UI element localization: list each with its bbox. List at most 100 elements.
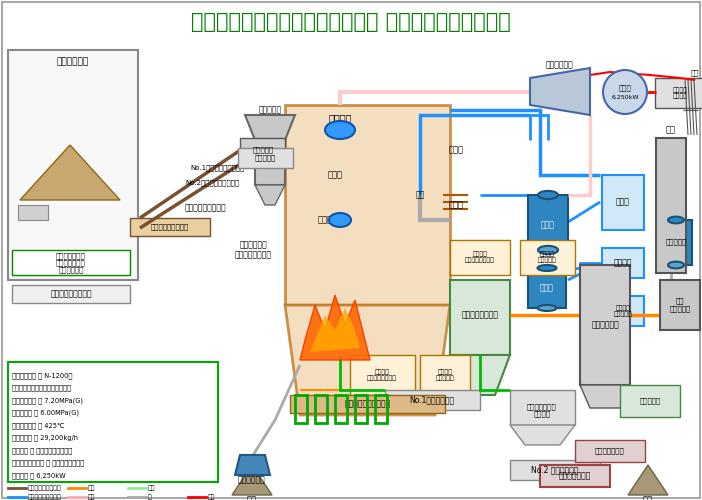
Text: 原水タンク: 原水タンク <box>665 238 687 246</box>
Text: 蒸気タービン: 蒸気タービン <box>546 60 574 70</box>
Text: 灰再利用選集機: 灰再利用選集機 <box>595 448 625 454</box>
Text: 蒸気タービン型式 ： 衝動復水タービン: 蒸気タービン型式 ： 衝動復水タービン <box>12 460 84 466</box>
Text: 6,250kW: 6,250kW <box>611 94 639 100</box>
Text: 振動スクリーン
コンベヤ: 振動スクリーン コンベヤ <box>527 403 557 417</box>
FancyBboxPatch shape <box>130 218 210 236</box>
FancyBboxPatch shape <box>12 250 130 275</box>
Text: 脱気器: 脱気器 <box>540 284 554 292</box>
Text: ボイラー: ボイラー <box>329 113 352 123</box>
Text: 灰: 灰 <box>148 494 152 500</box>
Ellipse shape <box>538 191 558 199</box>
Ellipse shape <box>325 121 355 139</box>
Text: 煙突: 煙突 <box>666 126 676 134</box>
Text: 排気
サイレンサ: 排気 サイレンサ <box>670 298 691 312</box>
FancyBboxPatch shape <box>420 355 470 395</box>
Ellipse shape <box>329 213 351 227</box>
FancyBboxPatch shape <box>520 240 575 275</box>
Text: 冷却塔: 冷却塔 <box>616 198 630 206</box>
FancyBboxPatch shape <box>240 138 285 163</box>
FancyBboxPatch shape <box>620 385 680 417</box>
Text: 二次空用
蒸気加温器: 二次空用 蒸気加温器 <box>538 251 557 263</box>
Text: No.2 集灰コンベヤ: No.2 集灰コンベヤ <box>531 466 578 474</box>
Ellipse shape <box>538 265 557 271</box>
FancyBboxPatch shape <box>602 248 644 278</box>
Text: No.2チップ供給コンベヤ: No.2チップ供給コンベヤ <box>185 180 239 186</box>
Text: 主灰コンベヤ: 主灰コンベヤ <box>238 476 266 484</box>
FancyBboxPatch shape <box>8 50 138 280</box>
Polygon shape <box>300 295 370 360</box>
FancyBboxPatch shape <box>656 138 686 273</box>
Ellipse shape <box>538 246 558 254</box>
Polygon shape <box>530 68 590 115</box>
Text: タクマ木質燃料燃焼ボイラー: タクマ木質燃料燃焼ボイラー <box>12 384 72 391</box>
FancyBboxPatch shape <box>602 296 644 326</box>
Polygon shape <box>235 455 270 475</box>
Text: 燃焼室: 燃焼室 <box>317 216 333 224</box>
Text: 灰再利用選集機: 灰再利用選集機 <box>559 472 591 480</box>
Text: 送電: 送電 <box>691 70 699 76</box>
Polygon shape <box>285 305 450 415</box>
Polygon shape <box>628 465 668 495</box>
FancyBboxPatch shape <box>238 148 293 168</box>
Polygon shape <box>245 115 295 140</box>
Polygon shape <box>510 425 575 445</box>
Text: トラベリングストーカ: トラベリングストーカ <box>345 400 390 408</box>
Text: 電気: 電気 <box>208 494 216 500</box>
Text: No.1チップ供給コンベヤ: No.1チップ供給コンベヤ <box>190 164 244 172</box>
Text: マルチサイクロン: マルチサイクロン <box>461 310 498 320</box>
FancyBboxPatch shape <box>540 465 610 487</box>
Text: 蒸気: 蒸気 <box>88 494 95 500</box>
Text: 貯蔵サイロ: 貯蔵サイロ <box>253 146 274 154</box>
Text: 一般材チップ: 一般材チップ <box>58 266 84 274</box>
FancyBboxPatch shape <box>528 268 566 308</box>
Text: ボイラー
給水タンク: ボイラー 給水タンク <box>614 305 633 317</box>
Ellipse shape <box>538 305 557 311</box>
Text: 貯蔵サイロ: 貯蔵サイロ <box>258 106 282 114</box>
FancyBboxPatch shape <box>510 390 575 425</box>
Text: 灰渣: 灰渣 <box>247 496 257 500</box>
FancyBboxPatch shape <box>385 390 480 410</box>
Text: 発電機: 発電機 <box>618 84 631 91</box>
Text: 注水: 注水 <box>416 190 425 200</box>
Text: 実際蒸気量 ： 29,200kg/h: 実際蒸気量 ： 29,200kg/h <box>12 434 78 441</box>
Text: 給水・復水・冷却水: 給水・復水・冷却水 <box>28 494 62 500</box>
Text: チップ供給フィーダ: チップ供給フィーダ <box>151 224 189 230</box>
Text: No.1集灰コンベヤ: No.1集灰コンベヤ <box>409 396 455 404</box>
FancyBboxPatch shape <box>580 265 630 385</box>
Text: 純水装置: 純水装置 <box>614 258 633 268</box>
Ellipse shape <box>668 216 684 224</box>
FancyBboxPatch shape <box>285 105 450 305</box>
Text: ボイラー形式 ： N-1200型: ボイラー形式 ： N-1200型 <box>12 372 72 378</box>
Polygon shape <box>450 355 510 395</box>
Text: 常用蒸気温度 ： 425℃: 常用蒸気温度 ： 425℃ <box>12 422 65 428</box>
Text: 株式会社有明グリーンエネルギー 荒尾バイオマス発電所: 株式会社有明グリーンエネルギー 荒尾バイオマス発電所 <box>191 12 511 32</box>
FancyBboxPatch shape <box>290 395 445 413</box>
FancyBboxPatch shape <box>255 140 285 185</box>
Text: 復水器: 復水器 <box>541 220 555 230</box>
Polygon shape <box>232 465 272 495</box>
FancyBboxPatch shape <box>655 78 702 108</box>
Text: 貯蔵サイロ: 貯蔵サイロ <box>254 154 276 162</box>
Text: 二次空用
蒸発式空気予熱器: 二次空用 蒸発式空気予熱器 <box>465 251 495 263</box>
Text: 運搬船材チップ: 運搬船材チップ <box>56 252 86 260</box>
Text: 常用出力 ： 6,250kW: 常用出力 ： 6,250kW <box>12 472 65 478</box>
Text: 燃焼室: 燃焼室 <box>328 170 343 179</box>
FancyBboxPatch shape <box>660 280 700 330</box>
Polygon shape <box>580 385 630 408</box>
Text: バグフィルタ: バグフィルタ <box>591 320 619 330</box>
Text: チップヤード: チップヤード <box>57 58 89 66</box>
Text: ガス: ガス <box>88 485 95 491</box>
Text: 特高変圧
変電設備: 特高変圧 変電設備 <box>673 87 687 99</box>
FancyBboxPatch shape <box>575 440 645 462</box>
Text: 過熱器: 過熱器 <box>449 146 463 154</box>
Polygon shape <box>310 308 360 352</box>
Text: チップ定量フィーダ: チップ定量フィーダ <box>50 290 92 298</box>
FancyBboxPatch shape <box>450 240 510 275</box>
Text: 一次空用
蒸発式空気予熱器: 一次空用 蒸発式空気予熱器 <box>367 369 397 381</box>
Text: 節炭器: 節炭器 <box>449 200 463 209</box>
FancyBboxPatch shape <box>510 460 600 480</box>
Text: 最高継続圧力 ： 7.20MPa(G): 最高継続圧力 ： 7.20MPa(G) <box>12 397 83 404</box>
FancyBboxPatch shape <box>602 175 644 230</box>
FancyBboxPatch shape <box>8 362 218 482</box>
Text: 灰渣: 灰渣 <box>643 496 653 500</box>
